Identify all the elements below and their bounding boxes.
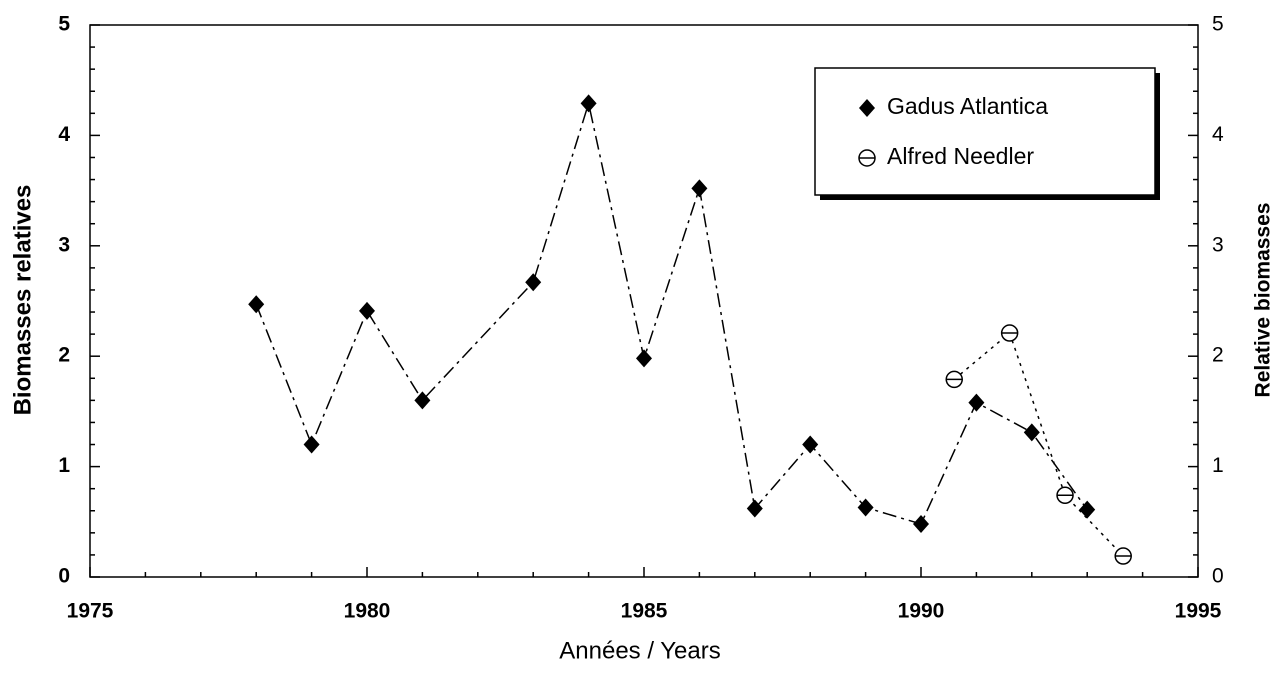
y2-tick-label: 3	[1212, 233, 1224, 256]
point	[746, 499, 763, 518]
series-line	[953, 331, 1124, 557]
point	[1079, 500, 1096, 519]
y-tick-label: 0	[58, 565, 70, 588]
y2-tick-label: 5	[1212, 13, 1224, 36]
point	[359, 301, 375, 320]
y-tick-label: 1	[58, 454, 70, 477]
y-tick-label: 5	[58, 13, 70, 36]
y2-tick-label: 0	[1212, 565, 1224, 588]
point	[580, 94, 597, 113]
y2-tick-label: 4	[1212, 123, 1224, 146]
y-tick-label: 3	[58, 233, 70, 256]
x-tick-label: 1980	[344, 600, 391, 623]
point	[1000, 324, 1019, 342]
point	[858, 149, 876, 167]
y-axis-label: Biomasses relatives	[9, 185, 36, 416]
point	[1114, 547, 1132, 565]
x-tick-label: 1985	[621, 600, 668, 623]
point	[859, 99, 875, 117]
point	[248, 295, 265, 314]
point	[945, 370, 963, 389]
x-tick-label: 1995	[1175, 600, 1222, 623]
point	[857, 498, 874, 517]
y-tick-label: 2	[58, 344, 70, 367]
y2-tick-label: 1	[1212, 454, 1224, 477]
x-axis-label: Années / Years	[559, 637, 720, 664]
point	[525, 273, 542, 292]
y2-tick-label: 2	[1212, 344, 1224, 367]
legend-label: Alfred Needler	[887, 143, 1034, 169]
point	[303, 435, 320, 454]
point	[414, 391, 431, 410]
point	[636, 349, 652, 368]
point	[968, 393, 985, 412]
legend-label: Gadus Atlantica	[887, 93, 1048, 119]
x-tick-label: 1975	[67, 600, 114, 623]
point	[913, 515, 929, 534]
point	[691, 179, 708, 198]
point	[1056, 486, 1074, 505]
y-tick-label: 4	[58, 123, 70, 146]
y2-axis-label: Relative biomasses	[1252, 203, 1275, 398]
legend-box	[814, 67, 1156, 196]
point	[802, 435, 819, 454]
x-tick-label: 1990	[898, 600, 945, 623]
point	[1023, 423, 1040, 442]
